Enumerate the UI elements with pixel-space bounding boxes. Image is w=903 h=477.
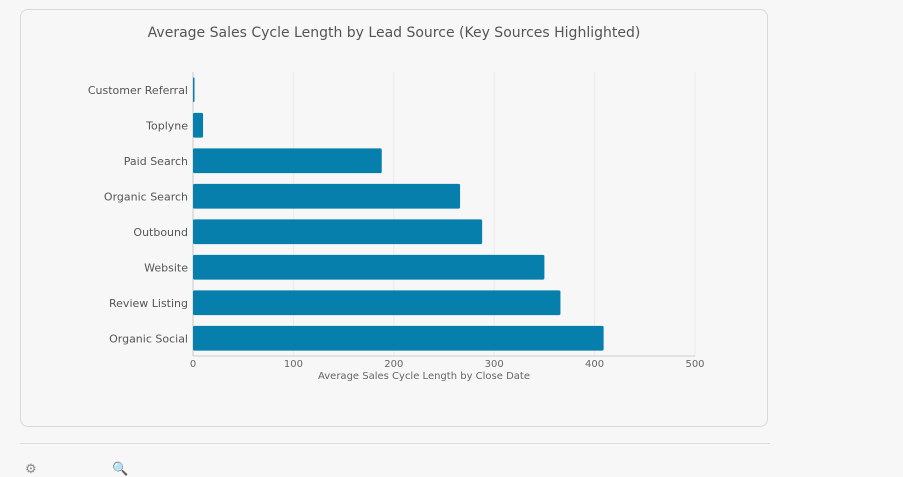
category-label: Toplyne bbox=[145, 119, 188, 132]
bar-chart: Customer Referral Toplyne Paid Search Organ… bbox=[88, 72, 705, 382]
x-tick-label: 500 bbox=[685, 359, 704, 370]
magnifier-icon[interactable]: 🔍 bbox=[112, 462, 129, 477]
bar[interactable] bbox=[193, 325, 604, 351]
gear-icon[interactable]: ⚙ bbox=[25, 462, 37, 477]
chart-title: Average Sales Cycle Length by Lead Sourc… bbox=[147, 25, 641, 41]
x-tick-label: 100 bbox=[284, 359, 303, 370]
category-label: Organic Search bbox=[104, 190, 188, 203]
bar[interactable] bbox=[193, 219, 483, 245]
x-tick-label: 300 bbox=[485, 359, 504, 370]
x-tick-label: 200 bbox=[384, 359, 403, 370]
bars bbox=[193, 77, 604, 351]
x-tick-label: 400 bbox=[585, 359, 604, 370]
bar[interactable] bbox=[193, 183, 461, 209]
bar[interactable] bbox=[193, 112, 204, 138]
bar[interactable] bbox=[193, 290, 561, 316]
category-label: Customer Referral bbox=[88, 84, 188, 97]
bar[interactable] bbox=[193, 254, 545, 280]
category-label: Review Listing bbox=[109, 297, 188, 310]
category-label: Organic Social bbox=[109, 332, 188, 345]
x-tick-labels: 0 100 200 300 400 500 bbox=[190, 359, 705, 370]
category-labels: Customer Referral Toplyne Paid Search Organ… bbox=[88, 84, 188, 346]
bar[interactable] bbox=[193, 77, 195, 103]
x-axis-title: Average Sales Cycle Length by Close Date bbox=[318, 371, 530, 382]
category-label: Website bbox=[144, 261, 188, 274]
divider bbox=[20, 443, 770, 444]
category-label: Paid Search bbox=[124, 155, 188, 168]
x-tick-label: 0 bbox=[190, 359, 196, 370]
bar[interactable] bbox=[193, 148, 382, 174]
chart-card: Average Sales Cycle Length by Lead Sourc… bbox=[20, 9, 768, 427]
category-label: Outbound bbox=[133, 226, 188, 239]
